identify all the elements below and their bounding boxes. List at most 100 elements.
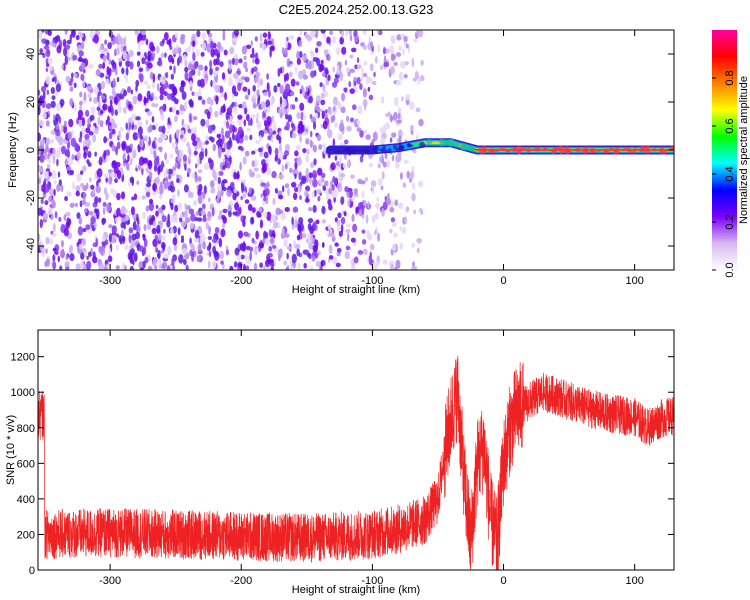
spectral-speckle [267, 31, 271, 39]
spectral-speckle [368, 94, 374, 101]
spectral-speckle [290, 63, 293, 68]
spectral-speckle [41, 38, 47, 44]
spectral-speckle [271, 134, 274, 144]
spectral-speckle [344, 139, 349, 145]
spectral-speckle [226, 189, 232, 197]
spectral-speckle [412, 182, 416, 191]
ridge-blob [482, 146, 487, 150]
spectral-speckle [353, 30, 357, 38]
spectral-speckle [142, 260, 146, 269]
spectral-speckle [391, 221, 397, 228]
spectral-speckle [285, 121, 290, 131]
spectral-speckle [263, 211, 268, 219]
spectral-speckle [59, 249, 66, 259]
spectral-speckle [72, 54, 78, 61]
spectral-speckle [194, 216, 199, 222]
spectral-speckle [266, 115, 272, 126]
spectral-speckle [151, 116, 155, 123]
spectral-speckle [266, 166, 272, 176]
spectral-speckle [259, 78, 264, 86]
spectral-speckle [136, 132, 140, 138]
spectral-speckle [331, 115, 336, 121]
spectral-speckle [302, 114, 307, 121]
spectral-speckle [56, 183, 61, 192]
spectral-speckle [83, 91, 87, 101]
spectral-speckle [193, 150, 198, 156]
spectral-speckle [75, 185, 81, 193]
spectral-speckle [270, 266, 275, 270]
spectral-speckle [154, 136, 157, 142]
spectral-speckle [362, 72, 368, 78]
spectral-speckle [225, 249, 229, 256]
spectral-speckle [136, 51, 141, 56]
spectrogram-y-axis-label: Frequency (Hz) [7, 112, 19, 188]
spectral-speckle [176, 178, 180, 183]
spectral-speckle [237, 114, 243, 120]
spectral-speckle [254, 71, 261, 78]
spectral-speckle [118, 57, 123, 62]
ridge-blob [517, 145, 522, 150]
spectral-speckle [143, 224, 147, 231]
spectral-speckle [116, 192, 121, 201]
spectral-speckle [52, 155, 56, 165]
spectral-speckle [399, 226, 403, 231]
spectral-speckle [159, 94, 164, 101]
spectral-speckle [129, 245, 133, 250]
spectral-speckle [63, 214, 67, 221]
spectral-speckle [187, 128, 192, 134]
spectral-speckle [284, 113, 289, 120]
spectral-speckle [197, 70, 201, 77]
spectral-speckle [259, 262, 264, 268]
spectral-speckle [58, 115, 62, 125]
spectral-speckle [293, 186, 299, 193]
spectral-speckle [103, 187, 108, 195]
spectral-speckle [335, 262, 341, 268]
spectral-speckle [167, 168, 173, 175]
spectral-speckle [240, 146, 244, 152]
spectral-speckle [356, 57, 360, 64]
spectral-speckle [278, 143, 282, 153]
spectral-speckle [316, 40, 322, 47]
spectral-speckle [356, 64, 362, 70]
spectral-speckle [327, 233, 333, 238]
snr-x-ticks: -300 -200 -100 0 100 [99, 330, 644, 587]
spectral-speckle [247, 203, 253, 212]
ridge-blob [663, 149, 668, 155]
spectral-speckle [108, 95, 114, 100]
spectral-speckle [314, 189, 317, 197]
spectral-speckle [60, 184, 64, 193]
spectral-speckle [170, 73, 175, 80]
spectral-speckle [39, 119, 45, 127]
spectral-speckle [66, 191, 72, 197]
spectral-speckle [149, 71, 154, 80]
spectral-speckle [51, 95, 56, 101]
spectral-speckle [52, 232, 57, 237]
spectral-speckle [68, 247, 72, 254]
spectral-speckle [270, 213, 276, 224]
spectral-speckle [249, 251, 252, 261]
ridge-blob [460, 144, 465, 150]
spectral-speckle [41, 30, 45, 33]
spectral-speckle [403, 73, 408, 79]
colorbar-tick-label: 0.6 [724, 118, 736, 133]
spectral-speckle [102, 207, 106, 215]
spectral-speckle [88, 131, 94, 136]
spectral-speckle [132, 95, 138, 105]
spectral-speckle [81, 41, 85, 50]
spectral-speckle [274, 187, 279, 194]
spectral-speckle [349, 34, 353, 42]
spectral-speckle [334, 242, 339, 247]
spectral-speckle [269, 98, 274, 106]
spectral-speckle [284, 233, 290, 238]
spectral-speckle [317, 195, 321, 202]
spectral-speckle [74, 104, 77, 112]
spectral-speckle [242, 218, 246, 228]
spectral-speckle [159, 146, 163, 153]
spectral-speckle [128, 227, 134, 234]
spectral-speckle [56, 148, 61, 159]
y-tick-label: 800 [17, 423, 35, 435]
colorbar: 0.0 0.2 0.4 0.6 0.8 Normalized spectral ampl… [712, 30, 750, 278]
spectral-speckle [252, 102, 257, 109]
spectral-speckle [336, 224, 341, 233]
spectral-speckle [312, 205, 317, 213]
